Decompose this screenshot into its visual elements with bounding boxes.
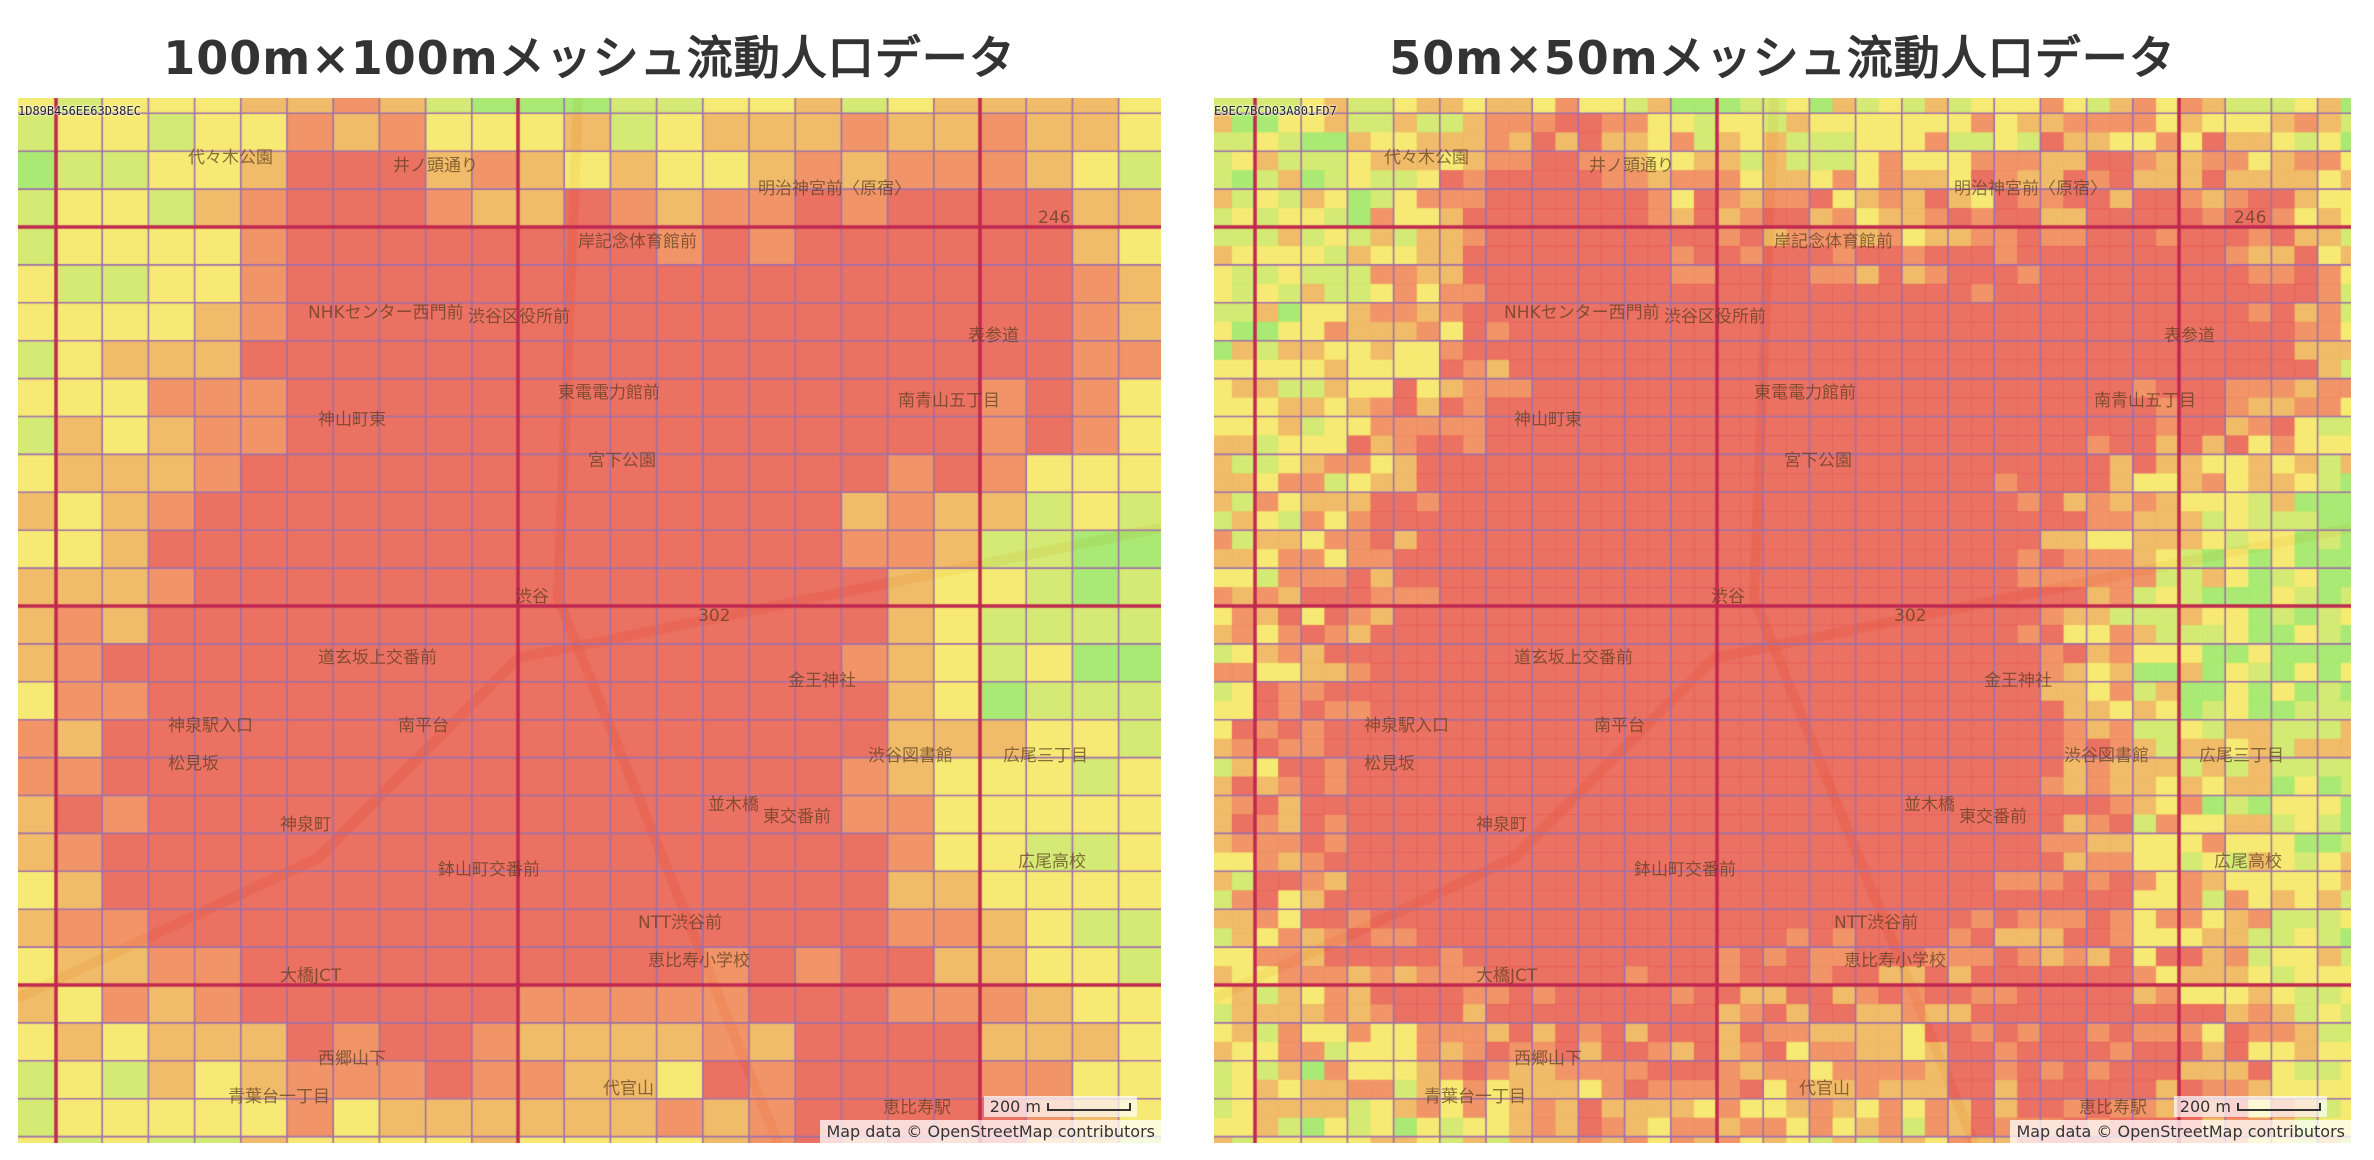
scale-bar: 200 m [983, 1096, 1137, 1117]
scale-bar: 200 m [2173, 1096, 2327, 1117]
mesh-id-label: 1D89B456EE63D38EC [18, 104, 141, 118]
scale-line [2237, 1102, 2321, 1111]
map-attribution[interactable]: Map data © OpenStreetMap contributors [820, 1120, 1161, 1143]
right-map-title: 50m×50mメッシュ流動人口データ [1389, 31, 2176, 85]
right-mesh-map[interactable]: 代々木公園 井ノ頭通り 明治神宮前〈原宿〉 岸記念体育館前 NHKセンター西門前 渋谷区役… [1214, 98, 2351, 1143]
left-heat-layer [18, 98, 1161, 1143]
mesh-id-label: E9EC7BCD03A801FD7 [1214, 104, 1337, 118]
scale-label: 200 m [989, 1097, 1041, 1116]
scale-line [1047, 1102, 1131, 1111]
left-mesh-map[interactable]: 代々木公園 井ノ頭通り 明治神宮前〈原宿〉 岸記念体育館前 NHKセンター西門前 渋谷区役… [18, 98, 1161, 1143]
scale-label: 200 m [2179, 1097, 2231, 1116]
right-heat-layer [1214, 98, 2351, 1143]
map-attribution[interactable]: Map data © OpenStreetMap contributors [2010, 1120, 2351, 1143]
left-map-title: 100m×100mメッシュ流動人口データ [163, 31, 1016, 85]
